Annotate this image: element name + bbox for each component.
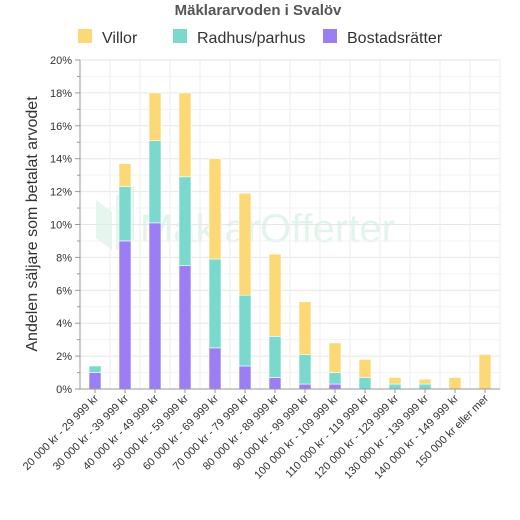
axes — [75, 59, 500, 393]
y-tick-label: 12% — [50, 187, 72, 199]
legend-label: Villor — [102, 30, 138, 47]
y-tick-label: 4% — [56, 318, 72, 330]
bar-radhus-parhus — [298, 354, 312, 385]
bar-radhus-parhus — [148, 140, 162, 224]
y-tick-label: 8% — [56, 252, 72, 264]
bar-villor — [418, 378, 432, 385]
bar-villor — [358, 359, 372, 378]
bar-radhus-parhus — [268, 336, 282, 378]
legend-item-villor[interactable]: Villor — [78, 29, 138, 47]
bar-radhus-parhus — [388, 383, 402, 390]
watermark-text: MäklarOfferter — [140, 207, 395, 251]
bar-bostadsr-tter — [268, 377, 282, 390]
bar-radhus-parhus — [118, 186, 132, 242]
legend-item-radhus-parhus[interactable]: Radhus/parhus — [173, 29, 306, 47]
bar-bostadsr-tter — [328, 383, 342, 390]
bar-villor — [268, 253, 282, 337]
bar-radhus-parhus — [88, 365, 102, 373]
bar-bostadsr-tter — [298, 383, 312, 390]
bar-bostadsr-tter — [208, 347, 222, 390]
y-tick-label: 20% — [50, 55, 72, 67]
bar-radhus-parhus — [178, 176, 192, 266]
bar-radhus-parhus — [418, 383, 432, 390]
legend-item-bostadsr-tter[interactable]: Bostadsrätter — [323, 29, 443, 47]
bar-villor — [298, 301, 312, 355]
y-tick-label: 10% — [50, 220, 72, 232]
y-tick-labels: 0% 2% 4% 6% 8% 10% 12% 14% 16% 18% 20% — [50, 55, 72, 396]
bar-radhus-parhus — [238, 294, 252, 367]
legend-label: Bostadsrätter — [347, 30, 443, 47]
legend[interactable]: Villor Radhus/parhus Bostadsrätter — [78, 29, 443, 47]
y-tick-label: 6% — [56, 285, 72, 297]
bar-villor — [238, 192, 252, 296]
bar-villor — [328, 342, 342, 373]
chart-title: Mäklararvoden i Svalöv — [175, 2, 342, 19]
y-axis-label: Andelen säljare som betalat arvodet — [24, 96, 41, 352]
grid — [79, 59, 501, 390]
bar-bostadsr-tter — [238, 365, 252, 390]
legend-swatch — [78, 29, 92, 43]
bar-bostadsr-tter — [178, 265, 192, 390]
legend-swatch — [323, 29, 337, 43]
y-tick-label: 16% — [50, 121, 72, 133]
bar-radhus-parhus — [358, 377, 372, 390]
bars — [88, 92, 492, 390]
bar-villor — [148, 92, 162, 141]
bar-villor — [448, 377, 462, 390]
legend-swatch — [173, 29, 187, 43]
bar-villor — [208, 158, 222, 260]
bar-radhus-parhus — [208, 258, 222, 349]
bar-villor — [178, 92, 192, 178]
legend-label: Radhus/parhus — [197, 30, 306, 47]
y-tick-label: 18% — [50, 88, 72, 100]
y-tick-label: 0% — [56, 384, 72, 396]
y-tick-label: 2% — [56, 351, 72, 363]
bar-bostadsr-tter — [88, 372, 102, 390]
bar-bostadsr-tter — [148, 222, 162, 390]
bar-radhus-parhus — [328, 372, 342, 385]
y-tick-label: 14% — [50, 154, 72, 166]
bar-villor — [478, 354, 492, 390]
bar-villor — [388, 377, 402, 385]
bar-villor — [118, 163, 132, 187]
bar-bostadsr-tter — [118, 240, 132, 390]
